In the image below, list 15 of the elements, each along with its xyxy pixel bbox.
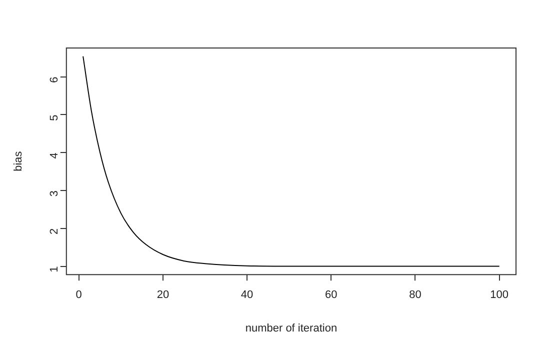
- y-tick-label: 1: [48, 266, 60, 272]
- y-tick-label: 4: [48, 152, 60, 159]
- x-axis-title: number of iteration: [245, 322, 338, 334]
- x-tick-label: 0: [76, 289, 82, 302]
- x-tick-label: 80: [409, 289, 422, 302]
- y-tick-label: 2: [48, 228, 60, 234]
- x-tick-label: 40: [240, 289, 254, 302]
- y-axis-title: bias: [12, 150, 25, 172]
- line-series: [82, 56, 500, 267]
- x-tick-label: 100: [490, 289, 509, 302]
- x-tick-label: 20: [156, 289, 170, 302]
- x-tick-label: 60: [325, 289, 338, 302]
- y-tick-label: 6: [48, 76, 60, 83]
- y-tick-label: 5: [48, 114, 60, 121]
- y-tick-label: 3: [48, 190, 60, 197]
